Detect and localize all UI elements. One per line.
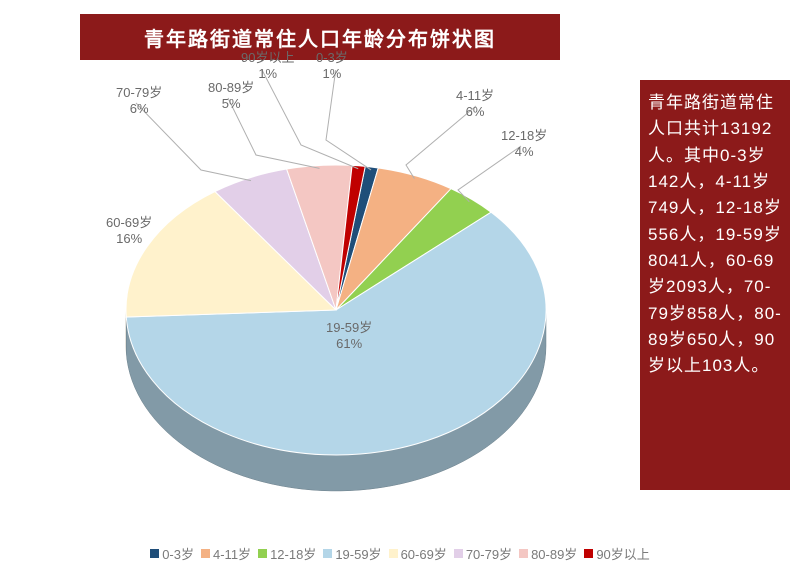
legend-item: 19-59岁 xyxy=(323,544,381,563)
leader-line xyxy=(261,70,358,169)
slice-label: 4-11岁6% xyxy=(456,88,494,119)
pie-chart: 0-3岁1%4-11岁6%12-18岁4%19-59岁61%60-69岁16%7… xyxy=(26,70,626,500)
legend-swatch xyxy=(323,549,332,558)
slice-label: 60-69岁16% xyxy=(106,215,152,246)
legend: 0-3岁 4-11岁 12-18岁 19-59岁 60-69岁 70-79岁 80-89岁 9… xyxy=(0,540,800,566)
legend-swatch xyxy=(150,549,159,558)
legend-label: 70-79岁 xyxy=(466,544,512,563)
legend-item: 80-89岁 xyxy=(519,544,577,563)
slice-label: 12-18岁4% xyxy=(501,128,547,159)
slice-label: 90岁以上1% xyxy=(241,50,294,81)
legend-swatch xyxy=(389,549,398,558)
leader-line xyxy=(326,70,371,170)
slice-label: 0-3岁1% xyxy=(316,50,348,81)
legend-label: 90岁以上 xyxy=(596,544,649,563)
side-info-panel: 青年路街道常住人口共计13192人。其中0-3岁142人，4-11岁749人，1… xyxy=(640,80,790,490)
legend-item: 4-11岁 xyxy=(201,544,251,563)
legend-item: 70-79岁 xyxy=(454,544,512,563)
slice-label: 19-59岁61% xyxy=(326,320,372,351)
legend-item: 12-18岁 xyxy=(258,544,316,563)
legend-label: 12-18岁 xyxy=(270,544,316,563)
legend-label: 60-69岁 xyxy=(401,544,447,563)
legend-label: 80-89岁 xyxy=(531,544,577,563)
side-info-text: 青年路街道常住人口共计13192人。其中0-3岁142人，4-11岁749人，1… xyxy=(648,93,782,375)
legend-label: 4-11岁 xyxy=(213,544,251,563)
legend-swatch xyxy=(584,549,593,558)
legend-item: 60-69岁 xyxy=(389,544,447,563)
legend-item: 0-3岁 xyxy=(150,544,194,563)
legend-label: 19-59岁 xyxy=(335,544,381,563)
slice-label: 80-89岁5% xyxy=(208,80,254,111)
legend-label: 0-3岁 xyxy=(162,544,194,563)
legend-swatch xyxy=(519,549,528,558)
legend-item: 90岁以上 xyxy=(584,544,649,563)
legend-swatch xyxy=(201,549,210,558)
slice-label: 70-79岁6% xyxy=(116,85,162,116)
chart-title: 青年路街道常住人口年龄分布饼状图 xyxy=(144,23,496,52)
legend-swatch xyxy=(258,549,267,558)
legend-swatch xyxy=(454,549,463,558)
